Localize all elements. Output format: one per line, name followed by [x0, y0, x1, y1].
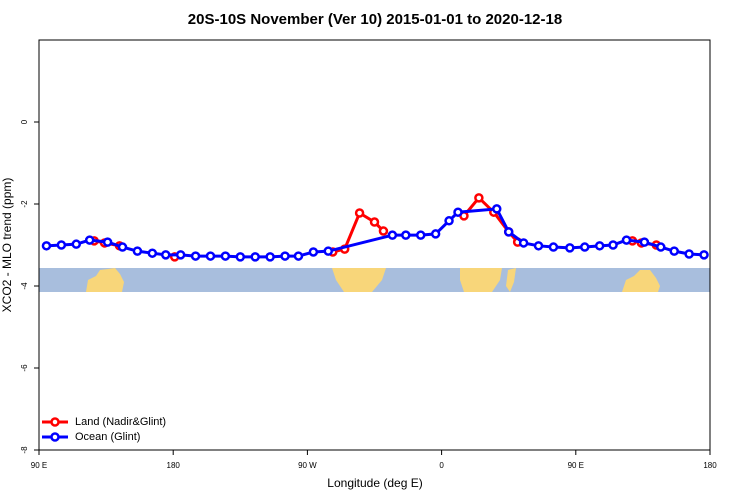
series-line — [46, 207, 705, 259]
data-point — [518, 238, 529, 248]
data-point — [453, 207, 463, 217]
plot-frame — [38, 39, 711, 451]
data-point — [387, 230, 398, 240]
legend-label: Ocean (Glint) — [75, 431, 140, 443]
legend-label: Land (Nadir&Glint) — [75, 416, 166, 428]
map-strip — [39, 268, 710, 292]
data-point — [280, 251, 290, 261]
data-point — [293, 251, 304, 261]
data-point — [608, 240, 618, 250]
data-point — [594, 241, 605, 251]
legend-marker — [50, 432, 60, 442]
data-point — [102, 237, 113, 247]
data-point — [548, 242, 559, 252]
data-point — [160, 250, 171, 260]
data-point — [565, 243, 575, 253]
data-point — [639, 237, 650, 247]
legend-marker — [50, 417, 60, 427]
y-tick-label: -4 — [20, 282, 29, 290]
x-tick-label: 90 E — [568, 461, 584, 470]
data-point — [579, 242, 590, 252]
data-point — [444, 216, 454, 226]
data-point — [175, 250, 186, 260]
data-point — [369, 217, 380, 227]
data-point — [533, 241, 544, 251]
y-tick-label: 0 — [20, 119, 29, 124]
data-point — [354, 208, 365, 218]
data-point — [220, 251, 231, 261]
y-axis-label: XCO2 - MLO trend (ppm) — [0, 178, 14, 313]
data-point — [656, 242, 666, 252]
x-tick-label: 180 — [703, 461, 717, 470]
data-point — [503, 227, 514, 237]
data-point — [474, 193, 484, 203]
data-point — [250, 252, 260, 262]
data-point — [71, 239, 82, 249]
data-point — [621, 235, 632, 245]
data-point — [235, 252, 246, 262]
data-point — [378, 226, 389, 236]
data-point — [415, 230, 426, 240]
y-tick-label: -2 — [20, 200, 29, 208]
x-tick-label: 90 W — [298, 461, 317, 470]
chart-title: 20S-10S November (Ver 10) 2015-01-01 to … — [188, 11, 562, 28]
x-tick-label: 90 E — [31, 461, 47, 470]
data-point — [308, 247, 319, 257]
x-tick-label: 180 — [167, 461, 181, 470]
data-point — [430, 229, 441, 239]
x-tick-label: 0 — [439, 461, 444, 470]
data-point — [669, 246, 679, 256]
data-point — [684, 249, 694, 259]
data-point — [401, 230, 411, 240]
data-point — [56, 240, 67, 250]
data-point — [492, 204, 502, 214]
data-point — [205, 251, 216, 261]
data-point — [132, 246, 143, 256]
data-point — [265, 252, 275, 262]
data-point — [147, 248, 158, 258]
data-point — [117, 242, 128, 252]
data-point — [84, 235, 95, 245]
data-point — [323, 246, 334, 256]
data-point — [699, 250, 709, 260]
data-point — [190, 251, 201, 261]
y-tick-label: -8 — [20, 446, 29, 454]
data-point — [41, 241, 52, 251]
x-axis-label: Longitude (deg E) — [327, 476, 422, 490]
y-tick-label: -6 — [20, 364, 29, 372]
